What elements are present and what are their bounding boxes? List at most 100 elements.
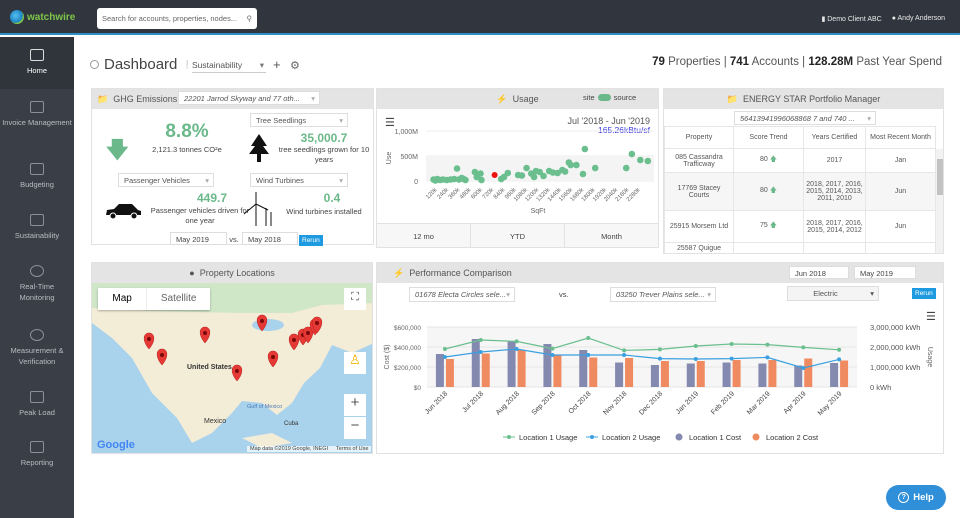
date-value: May 2019 — [176, 235, 209, 244]
pin-dot — [271, 355, 275, 359]
help-button[interactable]: ? Help — [886, 485, 946, 510]
pin-dot — [147, 337, 151, 341]
arrow-up-icon: 🡅 — [769, 156, 777, 163]
property-cell: 25915 Morsem Ltd — [664, 210, 734, 243]
score-cell: 80 🡅 — [733, 172, 804, 211]
tab-12-mo[interactable]: 12 mo — [377, 224, 471, 247]
sidebar-item-home[interactable]: Home — [0, 37, 74, 89]
location2-select[interactable]: 03250 Trever Plains sele... ▾ — [610, 287, 716, 302]
property-select[interactable]: 56413941996068868 7 and 740 ... ▾ — [734, 111, 876, 125]
table-header: Property Score Trend Years Certified Most R… — [664, 126, 936, 149]
tree-icon — [249, 134, 269, 162]
page-title: Dashboard ❕ — [90, 56, 192, 73]
map-pin-icon — [256, 314, 268, 332]
dashboard-select[interactable]: Sustainability ▾ — [192, 60, 266, 73]
usage-tabs: 12 mo YTD Month — [377, 223, 658, 247]
month-cell — [865, 242, 936, 253]
gear-icon[interactable]: ⚙ — [290, 60, 300, 72]
sidebar-item-real-time-monitoring[interactable]: Real-Time Monitoring — [0, 265, 74, 303]
map-pin-icon — [311, 316, 323, 334]
date-to[interactable]: May 2019 — [854, 266, 916, 279]
usage-range: Jul '2018 - Jun '2019 — [567, 116, 651, 126]
table-row[interactable]: 17769 Stacey Courts 80 🡅 2018, 2017, 2016,… — [664, 172, 936, 211]
location1-value: 01678 Electa Circles sele... — [415, 290, 506, 299]
toggle-right-label: source — [613, 93, 637, 102]
column-header[interactable]: Property — [664, 126, 734, 149]
sidebar-item-sustainability[interactable]: Sustainability — [0, 214, 74, 241]
gauge-icon — [30, 265, 44, 277]
user-menu[interactable]: ● Andy Anderson — [891, 15, 945, 22]
sidebar-item-reporting[interactable]: Reporting — [0, 441, 74, 468]
table-scrollbar[interactable] — [936, 149, 943, 253]
location1-select[interactable]: 01678 Electa Circles sele... ▾ — [409, 287, 515, 302]
panel-header: ● Property Locations — [92, 263, 372, 283]
years-cell: 2018, 2017, 2016, 2015, 2014, 2013, 2011… — [803, 172, 866, 211]
dashboard-select-value: Sustainability — [192, 60, 243, 70]
chart-menu-icon[interactable]: ☰ — [926, 311, 936, 323]
map-canvas[interactable]: United States Mexico Gulf of Mexico Cuba — [92, 283, 373, 454]
pegman-icon[interactable]: ♙ — [344, 352, 366, 374]
score-cell: 80 🡅 — [733, 148, 804, 173]
map-label-mexico: Mexico — [204, 418, 226, 425]
toggle-left-label: site — [583, 93, 595, 102]
commodity-select[interactable]: Electric ▾ — [787, 286, 879, 301]
satellite-button[interactable]: Satellite — [160, 293, 197, 304]
toggle-switch[interactable] — [597, 94, 611, 101]
property-select[interactable]: 22201 Jarrod Skyway and 77 oth... ▾ — [178, 91, 320, 105]
attribution-text: Map data ©2019 Google, INEGI — [250, 446, 329, 452]
zoom-out-button[interactable]: − — [344, 417, 366, 439]
zoom-in-button[interactable]: + — [344, 394, 366, 416]
arrow-up-icon: 🡅 — [769, 187, 777, 194]
table-row[interactable]: 25587 Quigue — [664, 242, 936, 253]
date-picker-current[interactable]: May 2019 — [170, 232, 227, 245]
map-button[interactable]: Map — [98, 288, 148, 310]
top-bar: watchwire Search for accounts, propertie… — [0, 0, 960, 35]
rerun-button[interactable]: Rerun — [912, 288, 936, 299]
column-header[interactable]: Most Recent Month — [865, 126, 936, 149]
table-row[interactable]: 25915 Morsem Ltd 75 🡅 2018, 2017, 2016, 20… — [664, 210, 936, 243]
sidebar-label: Real-Time Monitoring — [19, 282, 55, 302]
rerun-button[interactable]: Rerun — [299, 235, 323, 246]
terms-link[interactable]: Terms of Use — [336, 446, 369, 452]
globe-icon: ● — [189, 268, 195, 278]
buildings-icon — [30, 214, 44, 226]
add-dashboard-button[interactable]: + — [273, 57, 281, 72]
energy-star-table: Property Score Trend Years Certified Most R… — [664, 126, 936, 253]
google-logo: Google — [97, 439, 135, 451]
tab-ytd[interactable]: YTD — [471, 224, 565, 247]
map-pin-icon — [302, 326, 314, 344]
logo[interactable]: watchwire — [10, 10, 75, 24]
plug-icon: ⚡ — [393, 267, 405, 278]
sidebar-item-peak-load[interactable]: Peak Load — [0, 391, 74, 418]
scrollbar-thumb[interactable] — [937, 159, 943, 195]
table-row[interactable]: 085 Cassandra Trafficway 80 🡅 2017 Jan — [664, 148, 936, 173]
date-from[interactable]: Jun 2018 — [789, 266, 849, 279]
energy-star-panel: 📁 ENERGY STAR Portfolio Manager 564139419… — [663, 88, 944, 254]
map-pin-icon — [231, 364, 243, 382]
map-pin-icon — [267, 350, 279, 368]
vs-label: vs. — [229, 235, 239, 244]
plug-icon: ⚡ — [496, 93, 508, 104]
tree-select[interactable]: Tree Seedlings ▾ — [250, 113, 348, 127]
score-cell: 75 🡅 — [733, 210, 804, 243]
sidebar-item-invoice-management[interactable]: Invoice Management — [0, 101, 74, 128]
vehicle-select[interactable]: Passenger Vehicles ▾ — [118, 173, 214, 187]
menu-circle-icon[interactable] — [90, 60, 99, 69]
column-header[interactable]: Score Trend — [733, 126, 804, 149]
invoice-icon — [30, 101, 44, 113]
tab-month[interactable]: Month — [601, 232, 622, 241]
sidebar-item-budgeting[interactable]: Budgeting — [0, 163, 74, 190]
column-header[interactable]: Years Certified — [803, 126, 866, 149]
chart-menu-icon[interactable]: ☰ — [385, 117, 395, 129]
search-input[interactable]: Search for accounts, properties, nodes..… — [97, 8, 257, 29]
property-select-value: 56413941996068868 7 and 740 ... — [740, 114, 855, 123]
page-title-text: Dashboard — [104, 56, 178, 73]
fullscreen-icon[interactable]: ⛶ — [344, 288, 366, 310]
client-selector[interactable]: ▮ Demo Client ABC — [821, 16, 882, 23]
panel-title: Usage — [512, 94, 539, 104]
wind-select[interactable]: Wind Turbines ▾ — [250, 173, 348, 187]
sidebar-item-measurement-verification[interactable]: Measurement & Verification — [0, 329, 74, 367]
date-picker-compare[interactable]: May 2018 — [242, 232, 298, 245]
info-icon[interactable]: ❕ — [182, 60, 193, 69]
site-source-toggle[interactable]: site source — [583, 93, 636, 102]
